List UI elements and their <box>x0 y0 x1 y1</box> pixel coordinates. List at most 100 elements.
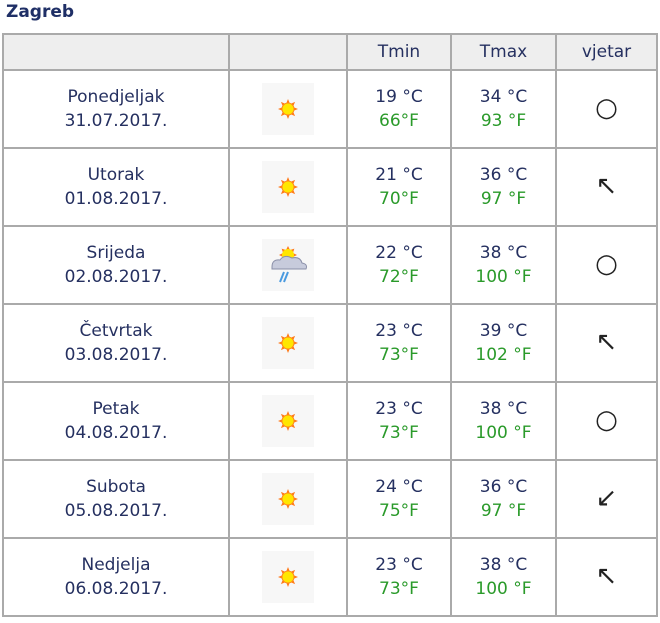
day-date: 01.08.2017. <box>64 189 168 209</box>
header-tmin: Tmin <box>346 33 452 71</box>
day-date: 04.08.2017. <box>64 423 168 443</box>
header-day <box>2 33 230 71</box>
forecast-row: Četvrtak 03.08.2017. 23 °C 73°F 39 °C 102 °… <box>2 303 658 383</box>
tmax-celsius: 34 °C <box>479 87 528 107</box>
weather-icon-cell <box>228 459 348 539</box>
tmin-celsius: 21 °C <box>375 165 423 185</box>
wind-cell: ↙ <box>555 459 658 539</box>
day-date: 03.08.2017. <box>64 345 168 365</box>
tmin-fahrenheit: 70°F <box>379 189 419 209</box>
wind-cell: ↖ <box>555 147 658 227</box>
tmin-celsius: 24 °C <box>375 477 423 497</box>
tmin-fahrenheit: 72°F <box>379 267 419 287</box>
day-cell: Utorak 01.08.2017. <box>2 147 230 227</box>
header-tmax: Tmax <box>450 33 557 71</box>
day-name: Srijeda <box>86 243 146 263</box>
arrow-southwest-icon: ↙ <box>595 482 618 513</box>
tmin-fahrenheit: 73°F <box>379 579 419 599</box>
tmax-celsius: 36 °C <box>479 165 528 185</box>
sunny-icon <box>262 161 314 213</box>
forecast-row: Petak 04.08.2017. 23 °C 73°F 38 °C 100 °F ○ <box>2 381 658 461</box>
forecast-row: Ponedjeljak 31.07.2017. 19 °C 66°F 34 °C 93… <box>2 69 658 149</box>
tmax-fahrenheit: 93 °F <box>480 111 527 131</box>
arrow-northwest-icon: ↖ <box>595 170 618 201</box>
sunny-icon <box>262 551 314 603</box>
tmax-celsius: 38 °C <box>479 555 528 575</box>
day-cell: Subota 05.08.2017. <box>2 459 230 539</box>
tmax-celsius: 38 °C <box>479 243 528 263</box>
day-name: Subota <box>86 477 146 497</box>
tmin-fahrenheit: 73°F <box>379 345 419 365</box>
sunny-icon <box>262 395 314 447</box>
weather-icon-cell <box>228 537 348 617</box>
day-cell: Četvrtak 03.08.2017. <box>2 303 230 383</box>
day-name: Nedjelja <box>81 555 151 575</box>
day-cell: Petak 04.08.2017. <box>2 381 230 461</box>
sunny-icon <box>262 317 314 369</box>
day-name: Petak <box>92 399 140 419</box>
calm-circle-icon: ○ <box>595 404 618 435</box>
wind-cell: ○ <box>555 225 658 305</box>
day-name: Ponedjeljak <box>67 87 165 107</box>
forecast-row: Utorak 01.08.2017. 21 °C 70°F 36 °C 97 °F ↖ <box>2 147 658 227</box>
day-cell: Srijeda 02.08.2017. <box>2 225 230 305</box>
tmax-cell: 36 °C 97 °F <box>450 459 557 539</box>
tmax-fahrenheit: 100 °F <box>475 579 532 599</box>
tmax-fahrenheit: 97 °F <box>480 501 527 521</box>
wind-cell: ↖ <box>555 537 658 617</box>
day-date: 05.08.2017. <box>64 501 168 521</box>
tmin-cell: 23 °C 73°F <box>346 381 452 461</box>
tmin-fahrenheit: 73°F <box>379 423 419 443</box>
tmax-celsius: 38 °C <box>479 399 528 419</box>
day-name: Četvrtak <box>79 321 153 341</box>
calm-circle-icon: ○ <box>595 248 618 279</box>
tmax-celsius: 36 °C <box>479 477 528 497</box>
tmin-celsius: 22 °C <box>375 243 423 263</box>
tmin-celsius: 23 °C <box>375 555 423 575</box>
tmin-celsius: 19 °C <box>375 87 423 107</box>
tmax-fahrenheit: 100 °F <box>475 423 532 443</box>
calm-circle-icon: ○ <box>595 92 618 123</box>
header-icon <box>228 33 348 71</box>
tmin-cell: 19 °C 66°F <box>346 69 452 149</box>
weather-icon-cell <box>228 69 348 149</box>
city-title: Zagreb <box>6 2 75 22</box>
day-date: 31.07.2017. <box>64 111 168 131</box>
tmax-cell: 36 °C 97 °F <box>450 147 557 227</box>
tmin-celsius: 23 °C <box>375 399 423 419</box>
header-wind: vjetar <box>555 33 658 71</box>
forecast-row: Subota 05.08.2017. 24 °C 75°F 36 °C 97 °F ↙ <box>2 459 658 539</box>
tmax-cell: 34 °C 93 °F <box>450 69 557 149</box>
tmin-fahrenheit: 66°F <box>379 111 419 131</box>
sunny-icon <box>262 473 314 525</box>
tmin-cell: 23 °C 73°F <box>346 303 452 383</box>
sun-cloud-rain-icon <box>262 239 314 291</box>
tmin-cell: 22 °C 72°F <box>346 225 452 305</box>
wind-cell: ○ <box>555 381 658 461</box>
weather-icon-cell <box>228 303 348 383</box>
tmax-celsius: 39 °C <box>479 321 528 341</box>
wind-cell: ○ <box>555 69 658 149</box>
wind-cell: ↖ <box>555 303 658 383</box>
tmin-celsius: 23 °C <box>375 321 423 341</box>
arrow-northwest-icon: ↖ <box>595 326 618 357</box>
tmax-fahrenheit: 97 °F <box>480 189 527 209</box>
day-cell: Nedjelja 06.08.2017. <box>2 537 230 617</box>
weather-icon-cell <box>228 381 348 461</box>
forecast-row: Nedjelja 06.08.2017. 23 °C 73°F 38 °C 100 °… <box>2 537 658 617</box>
tmax-cell: 38 °C 100 °F <box>450 225 557 305</box>
tmax-cell: 39 °C 102 °F <box>450 303 557 383</box>
tmin-cell: 23 °C 73°F <box>346 537 452 617</box>
sunny-icon <box>262 83 314 135</box>
tmax-fahrenheit: 100 °F <box>475 267 532 287</box>
day-date: 06.08.2017. <box>64 579 168 599</box>
forecast-row: Srijeda 02.08.2017. 22 °C 72°F 38 °C 100 °F… <box>2 225 658 305</box>
day-name: Utorak <box>87 165 145 185</box>
tmax-cell: 38 °C 100 °F <box>450 537 557 617</box>
tmin-fahrenheit: 75°F <box>379 501 419 521</box>
tmax-fahrenheit: 102 °F <box>475 345 532 365</box>
arrow-northwest-icon: ↖ <box>595 560 618 591</box>
header-row: Tmin Tmax vjetar <box>2 33 658 71</box>
weather-icon-cell <box>228 147 348 227</box>
day-cell: Ponedjeljak 31.07.2017. <box>2 69 230 149</box>
